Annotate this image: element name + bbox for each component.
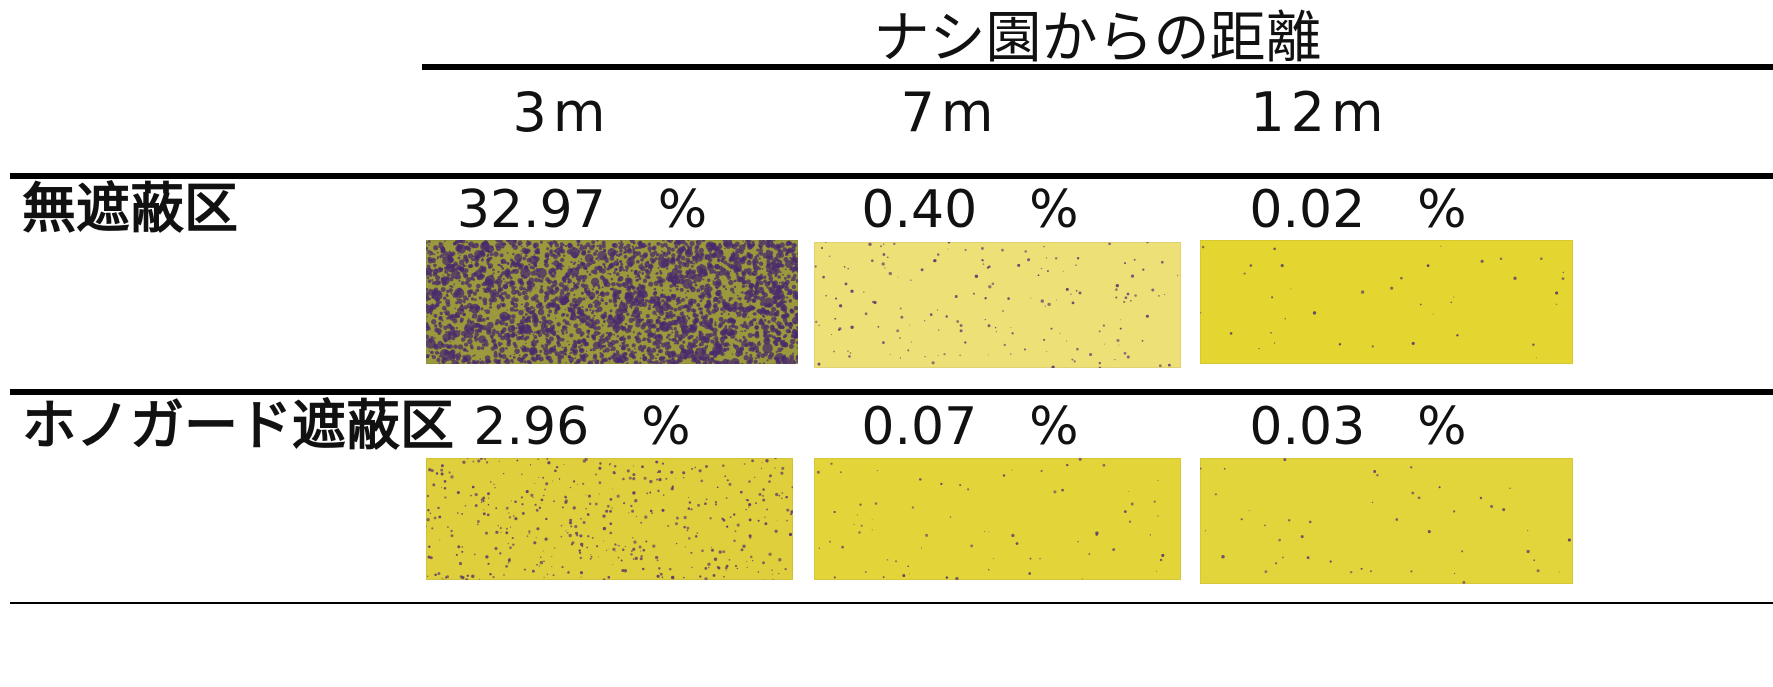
spray-card-unshielded-3m: [426, 240, 798, 364]
row-divider-1: [10, 173, 1773, 179]
percent-shielded-12m: 0.03 %: [1249, 397, 1467, 457]
droplet-pattern: [426, 240, 798, 364]
droplet-pattern: [1200, 245, 1565, 359]
spray-card-shielded-7m: [814, 458, 1181, 580]
top-rule: [422, 64, 1773, 70]
droplet-pattern: [814, 242, 1179, 368]
droplet-pattern: [426, 458, 793, 580]
percent-unshielded-7m: 0.40 %: [861, 180, 1079, 240]
row-label-unshielded: 無遮蔽区: [22, 177, 238, 240]
percent-unshielded-3m: 32.97 %: [456, 180, 708, 240]
droplet-pattern: [1200, 458, 1571, 584]
distance-group-title: ナシ園からの距離: [873, 6, 1322, 71]
droplet-pattern: [816, 458, 1165, 580]
percent-shielded-3m: 2.96 %: [473, 397, 691, 457]
spray-card-unshielded-7m: [814, 242, 1181, 368]
spray-card-unshielded-12m: [1200, 240, 1573, 364]
percent-shielded-7m: 0.07 %: [861, 397, 1079, 457]
spray-card-shielded-12m: [1200, 458, 1573, 584]
column-header-3m: 3m: [512, 81, 612, 144]
percent-unshielded-12m: 0.02 %: [1249, 180, 1467, 240]
column-header-7m: 7m: [900, 81, 1000, 144]
row-divider-2: [10, 389, 1773, 395]
row-label-honoguard-shielded: ホノガード遮蔽区: [22, 394, 454, 457]
bottom-rule: [10, 602, 1773, 604]
spray-card-shielded-3m: [426, 458, 793, 580]
column-header-12m: 12m: [1250, 81, 1390, 144]
